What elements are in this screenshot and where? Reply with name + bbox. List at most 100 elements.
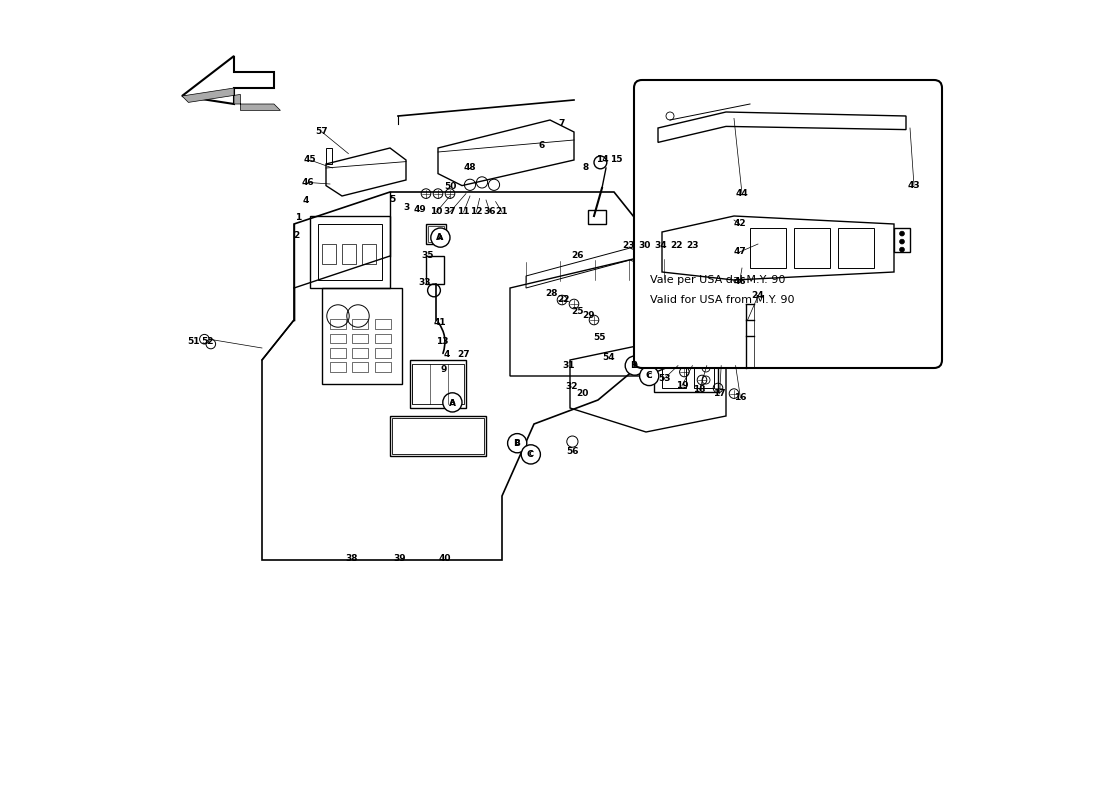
Text: 31: 31 bbox=[562, 361, 574, 370]
Text: Vale per USA dal M.Y. 90: Vale per USA dal M.Y. 90 bbox=[650, 275, 785, 285]
Text: 1: 1 bbox=[295, 213, 301, 222]
Bar bbox=[426, 256, 443, 284]
Circle shape bbox=[900, 239, 904, 244]
Text: 22: 22 bbox=[670, 241, 683, 250]
Text: 50: 50 bbox=[443, 182, 456, 191]
Bar bbox=[310, 216, 390, 288]
Bar bbox=[330, 348, 346, 358]
Text: 34: 34 bbox=[654, 241, 667, 250]
Text: 33: 33 bbox=[418, 278, 431, 287]
Circle shape bbox=[900, 231, 904, 236]
Text: 2: 2 bbox=[294, 230, 299, 240]
Text: C: C bbox=[645, 371, 651, 381]
Text: 46: 46 bbox=[734, 277, 746, 286]
Circle shape bbox=[594, 156, 607, 169]
Text: 49: 49 bbox=[414, 205, 427, 214]
Text: 51: 51 bbox=[188, 337, 200, 346]
Text: 37: 37 bbox=[443, 207, 456, 217]
Bar bbox=[794, 228, 830, 268]
Bar bbox=[330, 319, 346, 329]
Text: Valid for USA from M.Y. 90: Valid for USA from M.Y. 90 bbox=[650, 295, 794, 305]
Bar bbox=[390, 416, 486, 456]
Text: 18: 18 bbox=[693, 385, 706, 394]
Text: 24: 24 bbox=[751, 291, 764, 301]
Text: 12: 12 bbox=[470, 207, 483, 217]
Text: 45: 45 bbox=[304, 155, 317, 165]
Text: B: B bbox=[632, 362, 637, 369]
Text: 26: 26 bbox=[572, 251, 584, 261]
Text: 56: 56 bbox=[566, 447, 579, 457]
Text: 47: 47 bbox=[734, 247, 746, 257]
FancyBboxPatch shape bbox=[634, 80, 942, 368]
Text: 52: 52 bbox=[201, 337, 213, 346]
Bar bbox=[342, 244, 356, 264]
Bar bbox=[375, 319, 390, 329]
Bar bbox=[352, 319, 368, 329]
Text: 23: 23 bbox=[623, 241, 635, 250]
Text: 10: 10 bbox=[430, 207, 442, 217]
Text: 57: 57 bbox=[316, 127, 328, 137]
Text: 53: 53 bbox=[658, 374, 671, 383]
Bar bbox=[694, 364, 714, 388]
Text: 25: 25 bbox=[572, 307, 584, 317]
Text: C: C bbox=[527, 450, 534, 459]
Bar bbox=[375, 334, 390, 343]
Bar bbox=[750, 228, 786, 268]
Text: 55: 55 bbox=[593, 333, 606, 342]
Bar bbox=[352, 362, 368, 372]
Text: 5: 5 bbox=[389, 195, 396, 205]
Text: 30: 30 bbox=[638, 241, 650, 250]
Text: 17: 17 bbox=[713, 389, 726, 398]
Circle shape bbox=[521, 445, 540, 464]
Bar bbox=[588, 210, 606, 224]
Text: 6: 6 bbox=[539, 141, 546, 150]
Text: 19: 19 bbox=[675, 381, 689, 390]
Bar bbox=[654, 336, 718, 392]
Text: 44: 44 bbox=[736, 189, 748, 198]
Text: B: B bbox=[513, 439, 520, 449]
Text: 43: 43 bbox=[908, 181, 921, 190]
Text: A: A bbox=[438, 234, 443, 241]
Text: 8: 8 bbox=[583, 163, 590, 173]
Text: 9: 9 bbox=[440, 365, 447, 374]
Bar bbox=[375, 362, 390, 372]
Bar bbox=[352, 334, 368, 343]
Text: A: A bbox=[436, 233, 443, 242]
Bar bbox=[894, 228, 910, 252]
Text: 48: 48 bbox=[464, 163, 476, 173]
Bar bbox=[412, 364, 463, 404]
Text: 22: 22 bbox=[558, 295, 570, 305]
Circle shape bbox=[443, 393, 462, 412]
Text: 54: 54 bbox=[602, 353, 615, 362]
Text: 41: 41 bbox=[433, 318, 446, 327]
Text: 15: 15 bbox=[610, 155, 623, 165]
Bar bbox=[322, 288, 401, 384]
Text: C: C bbox=[647, 373, 652, 379]
Text: 29: 29 bbox=[582, 311, 595, 321]
Text: 11: 11 bbox=[458, 207, 470, 217]
Text: 39: 39 bbox=[394, 554, 406, 563]
Bar bbox=[326, 148, 332, 164]
Text: 23: 23 bbox=[686, 241, 698, 250]
Circle shape bbox=[900, 247, 904, 252]
Text: B: B bbox=[630, 361, 637, 370]
Text: 13: 13 bbox=[436, 337, 449, 346]
Bar bbox=[426, 224, 446, 244]
Text: 16: 16 bbox=[734, 393, 747, 402]
Bar bbox=[428, 226, 443, 242]
Circle shape bbox=[625, 356, 645, 375]
Text: 3: 3 bbox=[403, 203, 409, 213]
Bar bbox=[330, 362, 346, 372]
Bar bbox=[393, 418, 484, 454]
Circle shape bbox=[507, 434, 527, 453]
Polygon shape bbox=[182, 88, 280, 110]
Text: B: B bbox=[515, 440, 520, 446]
Text: 32: 32 bbox=[565, 382, 578, 391]
Circle shape bbox=[639, 366, 659, 386]
Text: A: A bbox=[450, 399, 455, 406]
Text: 7: 7 bbox=[559, 119, 565, 129]
Bar bbox=[362, 244, 376, 264]
Text: A: A bbox=[449, 399, 455, 409]
Text: 4: 4 bbox=[302, 196, 309, 206]
Text: 42: 42 bbox=[734, 219, 746, 229]
